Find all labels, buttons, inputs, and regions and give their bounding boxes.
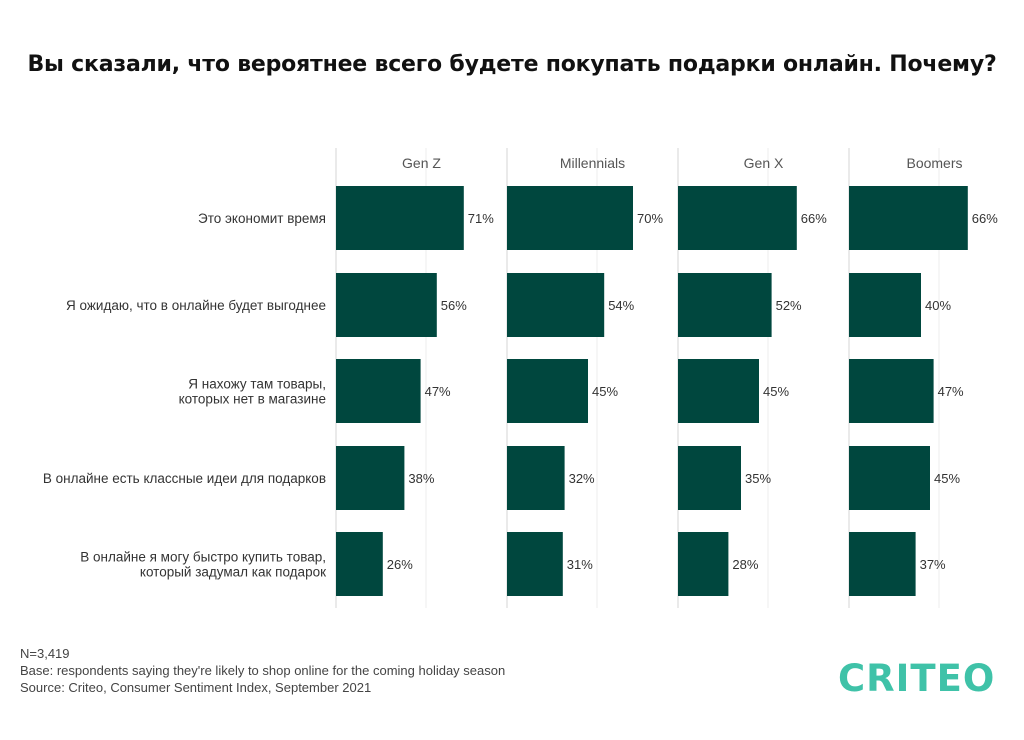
data-label: 40% [925, 298, 951, 313]
bar [507, 532, 563, 596]
base-note: Base: respondents saying they're likely … [20, 663, 506, 678]
category-label: Я ожидаю, что в онлайне будет выгоднее [66, 298, 326, 313]
data-label: 26% [387, 557, 413, 572]
bar [849, 273, 921, 337]
bar [507, 273, 605, 337]
category-label: В онлайне есть классные идеи для подарко… [43, 471, 326, 486]
bar [849, 532, 916, 596]
data-label: 47% [938, 384, 964, 399]
bar [678, 359, 759, 423]
data-label: 56% [441, 298, 467, 313]
data-label: 66% [801, 211, 827, 226]
data-label: 45% [763, 384, 789, 399]
series-header: Millennials [560, 155, 625, 171]
data-label: 28% [732, 557, 758, 572]
category-label: Я нахожу там товары, [188, 377, 326, 392]
series-header: Gen X [744, 155, 784, 171]
bar [336, 532, 383, 596]
data-label: 37% [920, 557, 946, 572]
chart-area: Gen Z Millennials Gen X Boomers Это экономит… [43, 148, 998, 608]
series-header: Boomers [906, 155, 962, 171]
data-label: 45% [934, 471, 960, 486]
data-label: 47% [425, 384, 451, 399]
bar [507, 186, 633, 250]
data-label: 35% [745, 471, 771, 486]
data-label: 54% [608, 298, 634, 313]
bar [678, 446, 741, 510]
bar [336, 186, 464, 250]
bar [678, 186, 797, 250]
data-label: 70% [637, 211, 663, 226]
bar [507, 446, 565, 510]
sample-size: N=3,419 [20, 646, 70, 661]
bar [507, 359, 588, 423]
data-label: 32% [569, 471, 595, 486]
data-label: 66% [972, 211, 998, 226]
data-label: 45% [592, 384, 618, 399]
bar [849, 359, 934, 423]
data-label: 38% [408, 471, 434, 486]
bar [336, 446, 405, 510]
chart-title: Вы сказали, что вероятнее всего будете п… [27, 52, 997, 77]
bar [336, 359, 421, 423]
bar [849, 446, 930, 510]
bar [849, 186, 968, 250]
bar [678, 273, 772, 337]
category-label: В онлайне я могу быстро купить товар, [80, 550, 326, 565]
category-label: который задумал как подарок [140, 565, 326, 580]
bar [336, 273, 437, 337]
category-label: которых нет в магазине [179, 392, 326, 407]
data-label: 52% [776, 298, 802, 313]
data-label: 31% [567, 557, 593, 572]
footer: N=3,419 Base: respondents saying they're… [20, 645, 505, 696]
source-note: Source: Criteo, Consumer Sentiment Index… [20, 680, 372, 695]
data-label: 71% [468, 211, 494, 226]
bar [678, 532, 729, 596]
series-header: Gen Z [402, 155, 441, 171]
category-label: Это экономит время [198, 211, 326, 226]
criteo-logo: CRITEO [838, 657, 996, 700]
